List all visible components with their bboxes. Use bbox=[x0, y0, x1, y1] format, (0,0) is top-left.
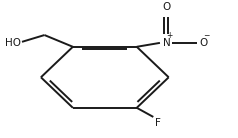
Text: HO: HO bbox=[5, 38, 21, 48]
Text: F: F bbox=[155, 118, 161, 128]
Text: O: O bbox=[199, 38, 208, 48]
Text: +: + bbox=[167, 31, 173, 40]
Text: N: N bbox=[163, 38, 170, 48]
Text: −: − bbox=[203, 31, 209, 40]
Text: O: O bbox=[162, 2, 170, 12]
